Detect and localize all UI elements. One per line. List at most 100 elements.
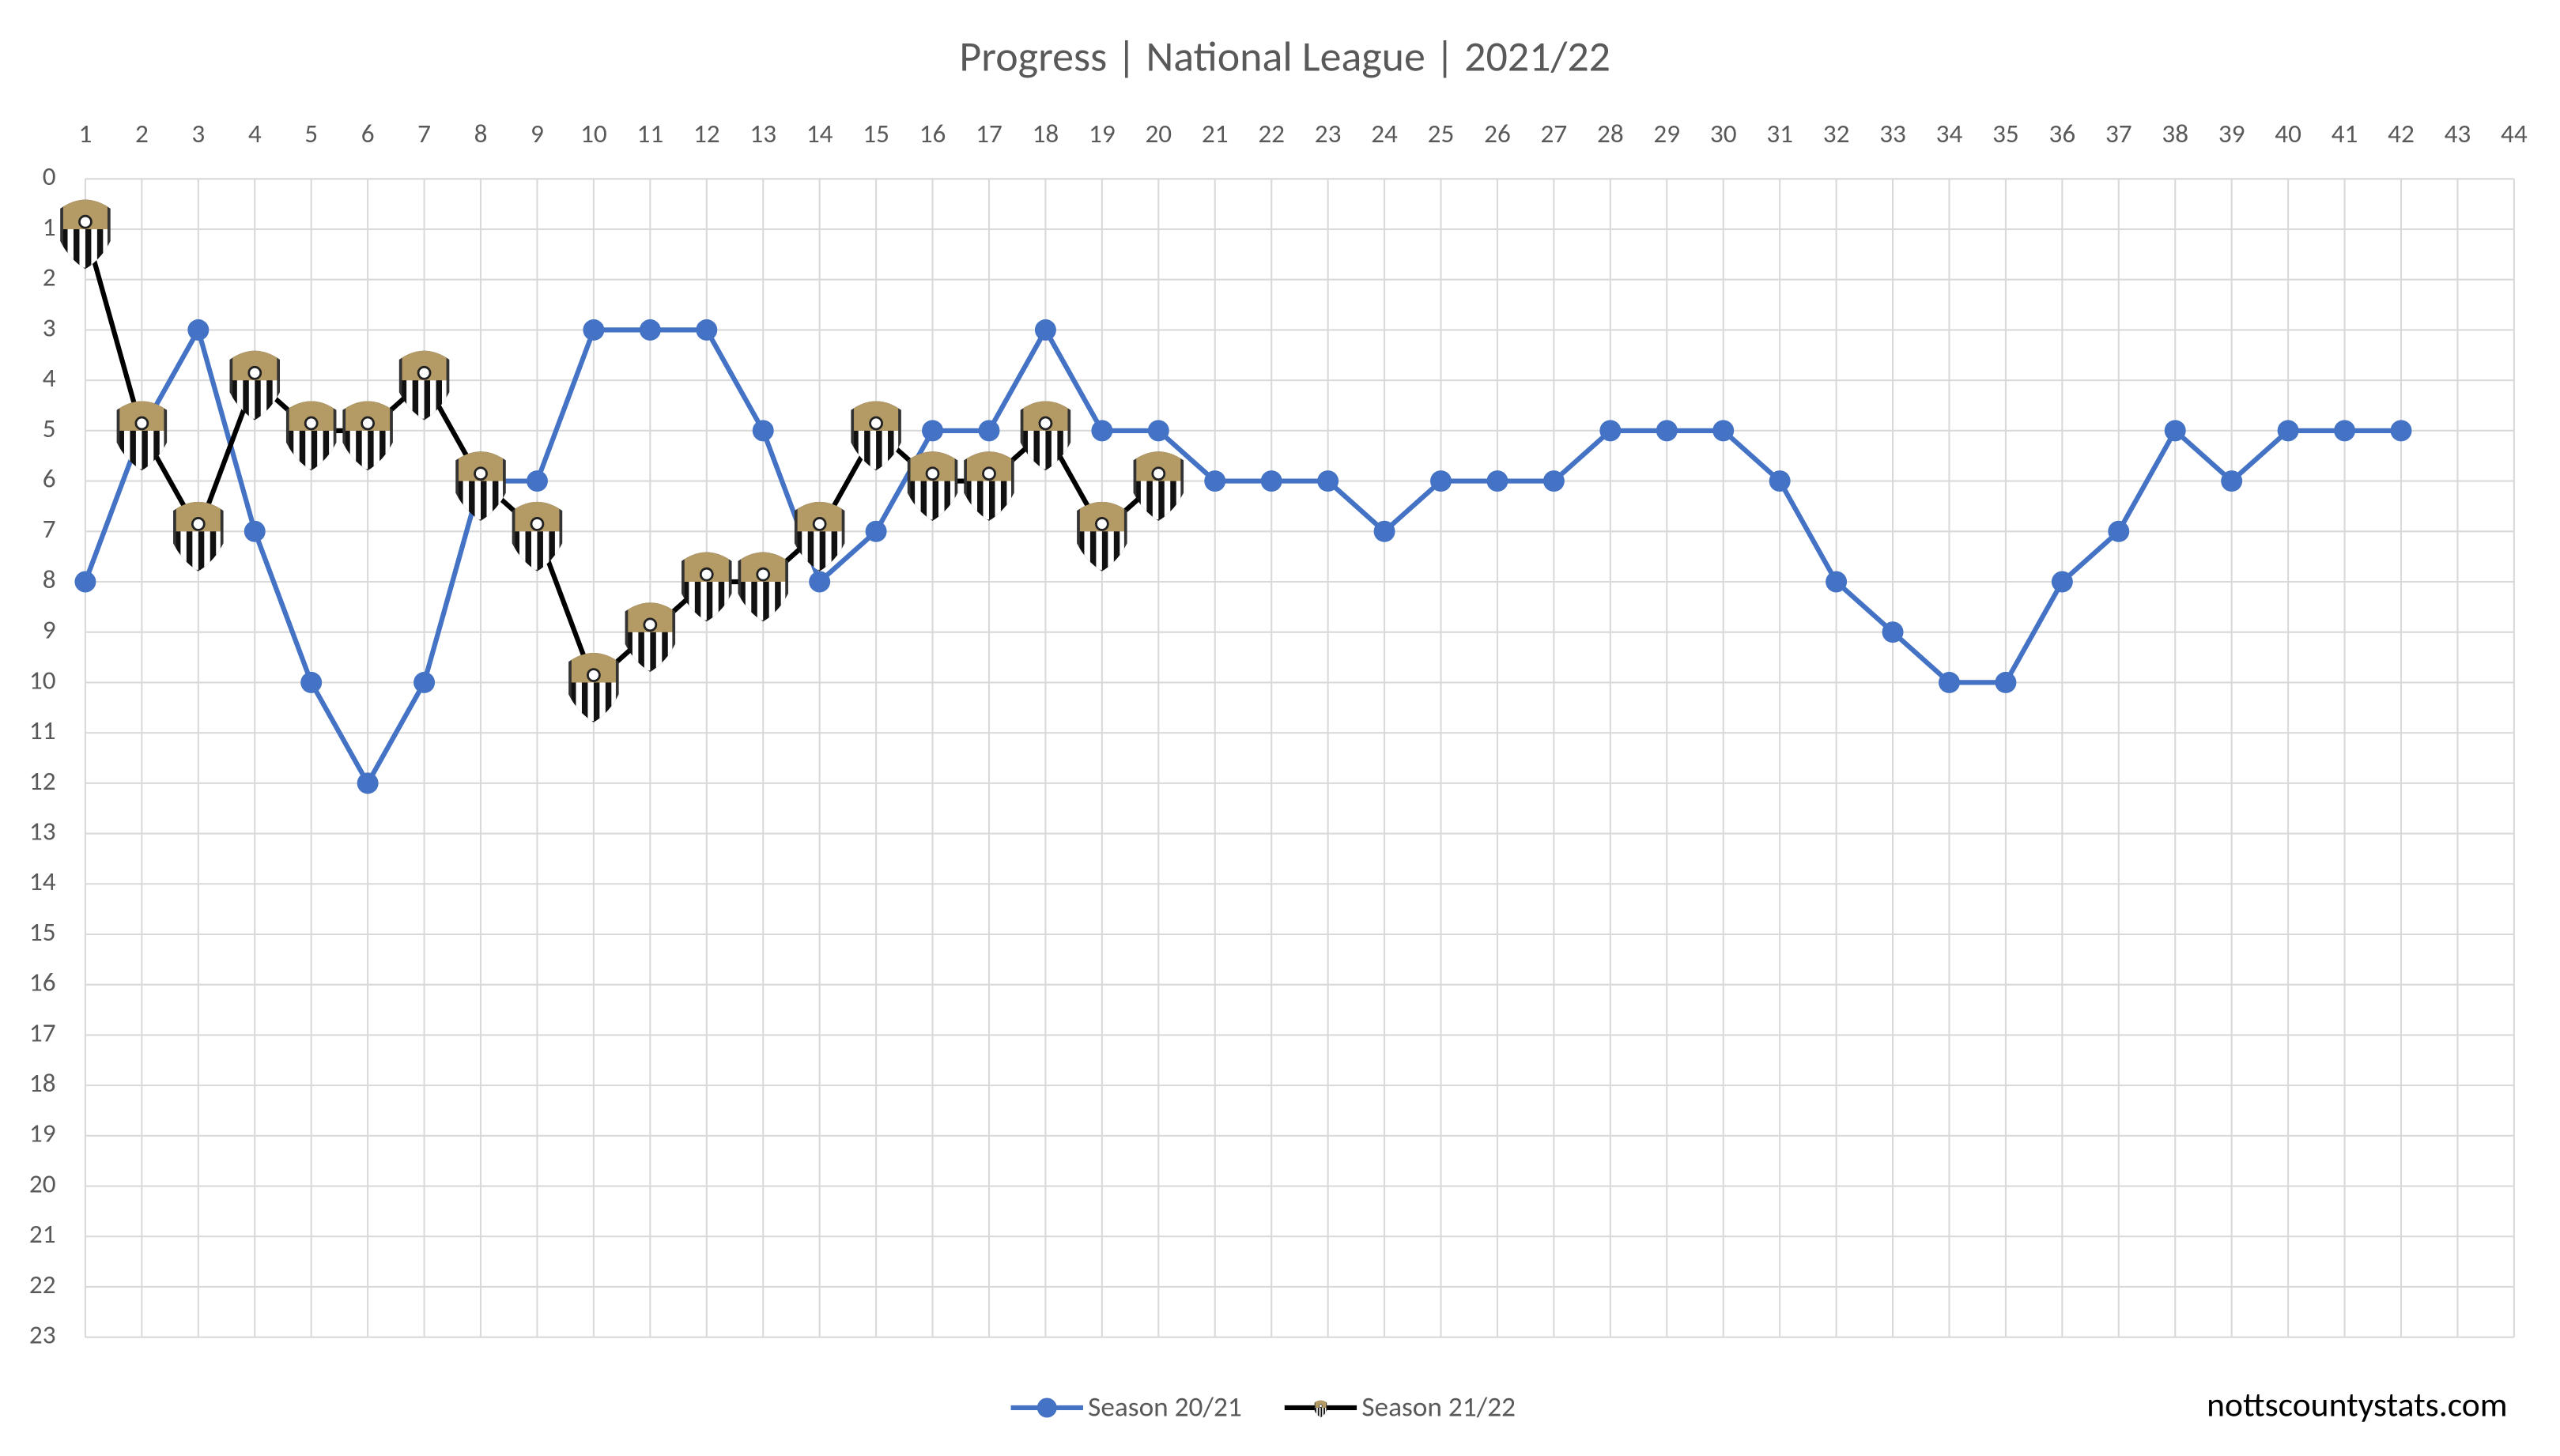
x-tick-label: 41 — [2332, 117, 2358, 149]
point — [2390, 420, 2412, 442]
badge-crest — [191, 517, 206, 531]
point — [1147, 420, 1169, 442]
x-tick-label: 35 — [1992, 117, 2019, 149]
legend-marker — [1314, 1400, 1327, 1418]
point — [752, 420, 774, 442]
point — [2221, 470, 2243, 492]
badge-marker — [398, 350, 450, 421]
x-tick-label: 21 — [1202, 117, 1229, 149]
point — [2051, 571, 2073, 593]
x-tick-label: 44 — [2501, 117, 2528, 149]
badge-crest — [361, 416, 376, 431]
x-tick-label: 25 — [1428, 117, 1455, 149]
badge-marker — [512, 501, 563, 571]
x-tick-label: 3 — [191, 117, 205, 149]
x-tick-label: 33 — [1879, 117, 1906, 149]
point — [2334, 420, 2356, 442]
badge-marker — [173, 501, 224, 571]
series-line — [83, 323, 2401, 789]
point — [1317, 470, 1339, 492]
y-tick-label: 22 — [29, 1268, 56, 1300]
y-tick-label: 17 — [29, 1016, 56, 1048]
badge-crest — [812, 517, 827, 531]
legend-label: Season 20/21 — [1088, 1390, 1242, 1424]
point — [583, 319, 605, 341]
y-tick-label: 10 — [29, 663, 56, 696]
badge-crest — [1319, 1404, 1323, 1408]
badge-crest — [869, 416, 883, 431]
x-tick-label: 23 — [1315, 117, 1342, 149]
y-tick-label: 9 — [43, 613, 56, 646]
x-tick-label: 16 — [919, 117, 946, 149]
x-tick-label: 34 — [1936, 117, 1963, 149]
badge-crest — [756, 567, 771, 582]
x-tick-label: 7 — [417, 117, 431, 149]
x-tick-label: 20 — [1145, 117, 1172, 149]
chart-title: Progress | National League | 2021/22 — [959, 32, 1610, 83]
point — [1486, 470, 1508, 492]
badge-marker — [794, 501, 845, 571]
point — [639, 319, 661, 341]
y-tick-label: 23 — [29, 1318, 56, 1351]
badge-marker — [568, 653, 619, 722]
badge-crest — [982, 466, 996, 481]
x-tick-label: 14 — [806, 117, 833, 149]
badge-body — [571, 653, 616, 721]
point — [74, 571, 96, 593]
badge-marker — [682, 552, 732, 622]
x-tick-label: 42 — [2388, 117, 2415, 149]
badge-crest — [417, 365, 432, 380]
y-tick-label: 8 — [43, 563, 56, 595]
y-tick-label: 3 — [43, 311, 56, 343]
x-tick-label: 31 — [1766, 117, 1793, 149]
point — [300, 671, 323, 693]
point — [2164, 420, 2186, 442]
y-tick-label: 1 — [43, 210, 56, 243]
badge-crest — [304, 416, 319, 431]
badge-body — [402, 350, 447, 419]
x-tick-label: 5 — [304, 117, 318, 149]
point — [1712, 420, 1735, 442]
y-tick-label: 13 — [29, 814, 56, 847]
badge-crest — [78, 214, 93, 229]
badge-top — [1315, 1400, 1327, 1408]
x-tick-label: 19 — [1089, 117, 1116, 149]
y-tick-label: 19 — [29, 1117, 56, 1149]
badge-crest — [643, 617, 658, 632]
point — [187, 319, 210, 341]
y-tick-label: 5 — [43, 412, 56, 444]
y-tick-label: 6 — [43, 462, 56, 494]
x-tick-label: 36 — [2049, 117, 2076, 149]
x-tick-label: 24 — [1371, 117, 1398, 149]
badge-marker — [738, 552, 788, 622]
x-tick-label: 27 — [1541, 117, 1568, 149]
point — [1204, 470, 1226, 492]
point — [1826, 571, 1848, 593]
x-tick-label: 32 — [1823, 117, 1850, 149]
point — [244, 520, 266, 542]
x-tick-label: 22 — [1258, 117, 1285, 149]
x-tick-label: 12 — [693, 117, 720, 149]
y-tick-label: 11 — [29, 714, 56, 746]
point — [1995, 671, 2017, 693]
x-tick-label: 29 — [1653, 117, 1680, 149]
x-tick-label: 30 — [1710, 117, 1737, 149]
badge-marker — [342, 401, 393, 471]
badge-body — [1315, 1400, 1327, 1417]
x-tick-label: 15 — [863, 117, 889, 149]
x-tick-label: 8 — [474, 117, 488, 149]
y-tick-label: 18 — [29, 1066, 56, 1099]
badge-crest — [699, 567, 714, 582]
point — [357, 772, 379, 794]
point — [809, 571, 831, 593]
point — [1091, 420, 1113, 442]
x-tick-label: 13 — [749, 117, 776, 149]
x-tick-label: 1 — [79, 117, 93, 149]
point — [1430, 470, 1452, 492]
y-tick-label: 2 — [43, 261, 56, 293]
x-tick-label: 10 — [580, 117, 607, 149]
y-tick-label: 12 — [29, 764, 56, 797]
badge-crest — [530, 517, 545, 531]
point — [1599, 420, 1622, 442]
badge-marker — [964, 451, 1014, 521]
